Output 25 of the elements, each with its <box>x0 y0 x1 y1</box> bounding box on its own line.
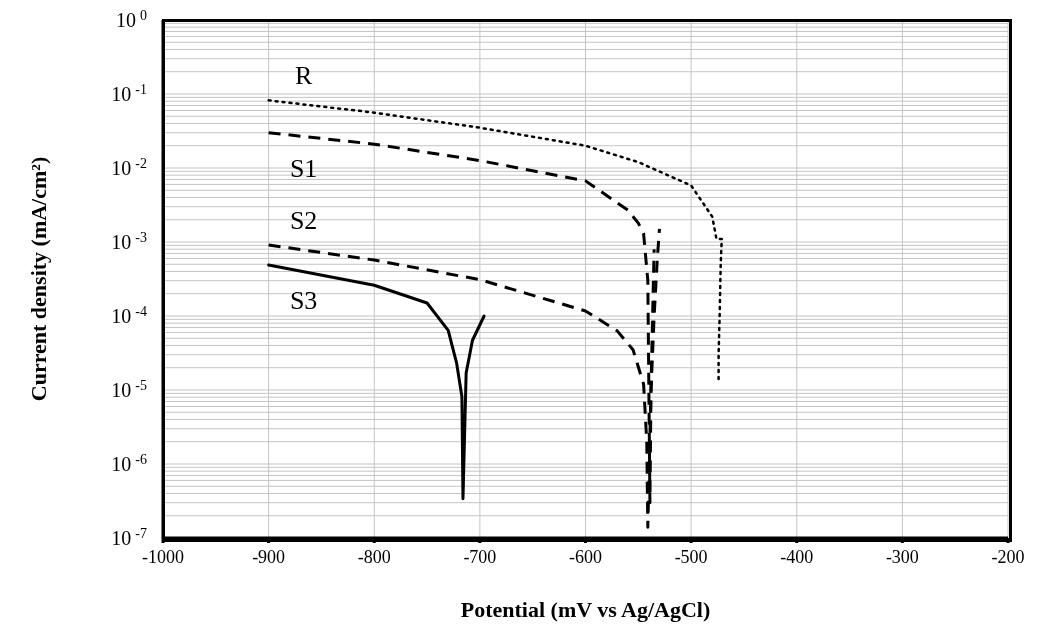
x-tick-label: -700 <box>463 547 497 567</box>
series-label: S3 <box>289 285 318 315</box>
y-tick-label: 10$^{-2}$ <box>111 155 147 179</box>
x-tick-label: -600 <box>569 547 602 567</box>
series-label: S1 <box>289 153 318 183</box>
x-tick-label: -200 <box>991 547 1025 567</box>
y-tick-label: 10$^{-6}$ <box>111 451 147 475</box>
x-tick-label: -400 <box>780 547 814 567</box>
y-tick-label: 10$^{-1}$ <box>111 81 147 105</box>
x-tick-label: -500 <box>674 547 708 567</box>
series-label: R <box>294 61 313 91</box>
y-tick-label: 10$^{-7}$ <box>111 525 147 549</box>
y-tick-label: 10$^{-5}$ <box>111 377 147 401</box>
y-tick-label: 10$^{0}$ <box>116 7 147 31</box>
line-series <box>267 99 724 381</box>
x-axis-title: Potential (mV vs Ag/AgCl) <box>460 597 711 622</box>
line-series <box>267 263 486 501</box>
y-tick-label: 10$^{-4}$ <box>111 303 147 327</box>
x-tick-label: -1000 <box>142 547 184 567</box>
y-tick-label: 10$^{-3}$ <box>111 229 147 253</box>
series-label: S2 <box>289 206 318 236</box>
y-axis-title: Current density (mA/cm²) <box>25 156 51 402</box>
x-tick-label: -300 <box>885 547 919 567</box>
x-tick-label: -800 <box>357 547 391 567</box>
x-tick-label: -900 <box>252 547 286 567</box>
